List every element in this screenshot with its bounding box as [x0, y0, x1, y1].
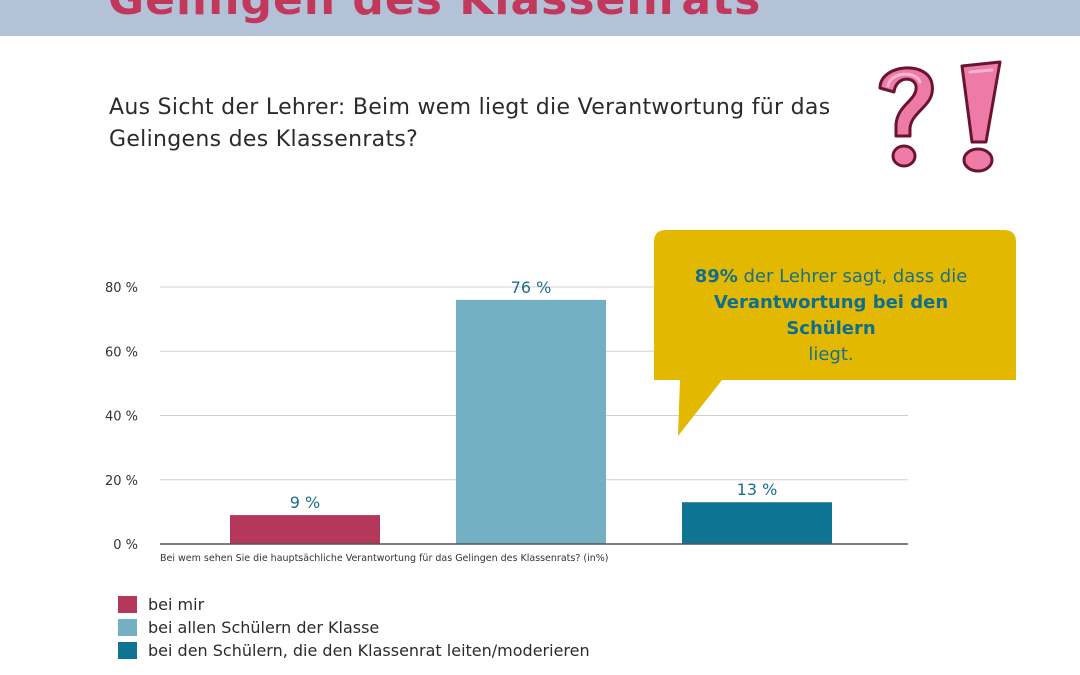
- page-title: Gelingen des Klassenrats: [108, 0, 761, 25]
- x-axis-label: Bei wem sehen Sie die hauptsächliche Ver…: [160, 553, 608, 564]
- legend-label: bei den Schülern, die den Klassenrat lei…: [148, 641, 590, 660]
- y-tick-label: 40 %: [105, 410, 138, 425]
- bar: [682, 502, 832, 544]
- legend-item: bei allen Schülern der Klasse: [118, 616, 590, 639]
- question-line-2: Gelingens des Klassenrats?: [109, 127, 419, 152]
- callout-highlight-text: Verantwortung bei den Schülern: [713, 292, 949, 339]
- bar: [230, 515, 380, 544]
- data-label: 76 %: [511, 278, 552, 297]
- chart-question: Aus Sicht der Lehrer: Beim wem liegt die…: [109, 92, 849, 156]
- question-line-1: Aus Sicht der Lehrer: Beim wem liegt die…: [109, 95, 831, 120]
- callout-highlight-pct: 89%: [694, 266, 738, 287]
- top-banner: Gelingen des Klassenrats: [0, 0, 1080, 36]
- chart-legend: bei mir bei allen Schülern der Klasse be…: [118, 593, 590, 662]
- data-label: 13 %: [737, 480, 778, 499]
- legend-swatch: [118, 596, 137, 613]
- legend-item: bei mir: [118, 593, 590, 616]
- legend-label: bei allen Schülern der Klasse: [148, 618, 380, 637]
- y-tick-label: 20 %: [105, 474, 138, 489]
- legend-label: bei mir: [148, 595, 205, 614]
- bar: [456, 299, 606, 544]
- legend-item: bei den Schülern, die den Klassenrat lei…: [118, 639, 590, 662]
- y-tick-label: 60 %: [105, 345, 138, 360]
- y-tick-label: 0 %: [113, 538, 138, 553]
- y-tick-label: 80 %: [105, 281, 138, 296]
- data-label: 9 %: [290, 493, 320, 512]
- callout-bubble: [654, 230, 1016, 436]
- callout-part2: liegt.: [808, 344, 854, 365]
- question-exclamation-icon: [878, 60, 1002, 173]
- callout-part1: der Lehrer sagt, dass die: [737, 266, 968, 287]
- callout-text: 89% der Lehrer sagt, dass die Verantwort…: [668, 264, 994, 368]
- legend-swatch: [118, 642, 137, 659]
- legend-swatch: [118, 619, 137, 636]
